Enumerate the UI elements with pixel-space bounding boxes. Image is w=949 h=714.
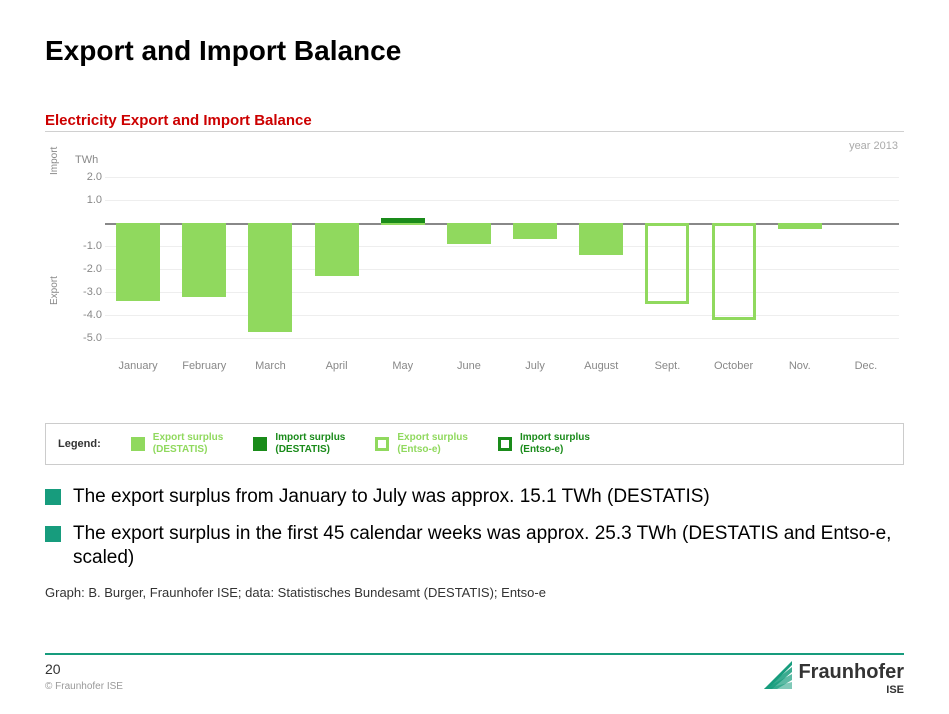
bar [116,223,160,302]
legend-text: Import surplus(DESTATIS) [275,432,345,456]
bullet-row: The export surplus in the first 45 calen… [45,522,904,571]
footer: 20 © Fraunhofer ISE Fraunhofer ISE [45,653,904,696]
bullet-text: The export surplus in the first 45 calen… [73,522,904,571]
y-tick-label: -1.0 [72,240,102,252]
bar [513,223,557,239]
y-tick-label: -3.0 [72,286,102,298]
gridline [105,200,899,201]
bullet-row: The export surplus from January to July … [45,485,904,510]
fraunhofer-logo: Fraunhofer ISE [764,661,904,696]
footer-divider [45,653,904,655]
legend-swatch [253,437,267,451]
x-tick-label: Sept. [634,360,700,372]
x-tick-label: August [568,360,634,372]
legend-box: Legend: Export surplus(DESTATIS) Import … [45,423,904,465]
x-tick-label: Dec. [833,360,899,372]
page-number: 20 [45,661,123,677]
bar [182,223,226,297]
bar [645,223,689,304]
bullet-icon [45,489,61,505]
gridline [105,315,899,316]
page-title: Export and Import Balance [45,35,904,67]
y-axis-export-label: Export [49,276,60,305]
bar [381,218,425,223]
y-tick-label: -2.0 [72,263,102,275]
legend-swatch [375,437,389,451]
y-tick-label: 1.0 [72,194,102,206]
bullet-icon [45,526,61,542]
legend-swatch [131,437,145,451]
copyright: © Fraunhofer ISE [45,681,123,692]
bar [315,223,359,276]
year-label: year 2013 [849,140,898,152]
plot-area: 2.01.0-1.0-2.0-3.0-4.0-5.0 [105,165,899,350]
legend-item: Export surplus(DESTATIS) [131,432,224,456]
bullet-text: The export surplus from January to July … [73,485,710,510]
y-tick-label: -4.0 [72,309,102,321]
gridline [105,338,899,339]
x-tick-label: Nov. [767,360,833,372]
y-unit: TWh [75,154,98,166]
x-tick-label: January [105,360,171,372]
bullet-list: The export surplus from January to July … [45,485,904,571]
legend-text: Export surplus(Entso-e) [397,432,468,456]
gridline [105,177,899,178]
legend-item: Import surplus(DESTATIS) [253,432,345,456]
source-line: Graph: B. Burger, Fraunhofer ISE; data: … [45,585,904,600]
legend-title: Legend: [58,438,101,450]
bar [248,223,292,332]
legend-swatch [498,437,512,451]
chart-subtitle-divider [45,131,904,132]
logo-name: Fraunhofer [798,661,904,684]
y-axis-import-label: Import [49,147,60,175]
bar [778,223,822,229]
x-tick-label: October [701,360,767,372]
x-tick-label: July [502,360,568,372]
x-tick-label: April [304,360,370,372]
legend-item: Import surplus(Entso-e) [498,432,590,456]
y-tick-label: 2.0 [72,171,102,183]
bar [712,223,756,320]
chart-container: year 2013 TWh Import Export 2.01.0-1.0-2… [45,140,904,395]
bar [447,223,491,244]
legend-item: Export surplus(Entso-e) [375,432,468,456]
logo-sub: ISE [886,684,904,696]
legend-text: Export surplus(DESTATIS) [153,432,224,456]
fraunhofer-logo-icon [764,661,792,689]
bar [381,223,425,225]
chart-subtitle: Electricity Export and Import Balance [45,112,904,129]
x-tick-label: June [436,360,502,372]
bar [579,223,623,255]
x-tick-label: February [171,360,237,372]
x-tick-label: March [237,360,303,372]
y-tick-label: -5.0 [72,332,102,344]
legend-text: Import surplus(Entso-e) [520,432,590,456]
x-tick-label: May [370,360,436,372]
